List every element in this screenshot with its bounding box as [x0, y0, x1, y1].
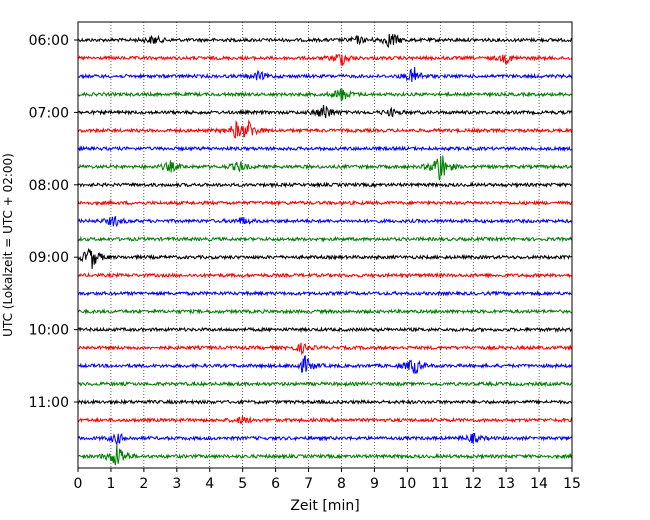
grid-lines [110, 22, 540, 468]
y-tick-label: 09:00 [29, 250, 69, 266]
trace-1100 [77, 398, 573, 406]
x-tick-label: 15 [563, 476, 581, 492]
seismic-traces [77, 33, 573, 466]
plot-frame [77, 21, 573, 469]
trace-0830 [77, 216, 573, 228]
y-tick-label: 10:00 [29, 323, 69, 339]
trace-0800 [77, 181, 573, 189]
trace-1145 [77, 443, 573, 466]
trace-0900 [77, 247, 573, 270]
y-tick-label: 08:00 [29, 178, 69, 194]
x-tick-label: 0 [74, 476, 83, 492]
x-tick-label: 4 [205, 476, 214, 492]
y-tick-label: 11:00 [29, 395, 69, 411]
trace-0600 [77, 33, 573, 48]
trace-0645 [77, 88, 573, 102]
x-tick-label: 6 [271, 476, 280, 492]
x-tick-label: 13 [497, 476, 515, 492]
trace-0945 [78, 307, 573, 315]
y-axis-label: UTC (Lokalzeit = UTC + 02:00) [1, 153, 15, 337]
trace-1130 [77, 432, 573, 447]
x-tick-label: 2 [139, 476, 148, 492]
x-tick-label: 14 [530, 476, 548, 492]
trace-0845 [77, 235, 573, 243]
x-tick-label: 9 [370, 476, 379, 492]
x-axis-ticks: 0 1 2 3 4 5 6 7 8 9 10 11 12 13 14 15 [74, 468, 581, 492]
x-axis-label: Zeit [min] [290, 498, 359, 514]
trace-1045 [77, 380, 573, 388]
x-tick-label: 11 [431, 476, 449, 492]
trace-0745 [77, 155, 573, 181]
x-tick-label: 3 [172, 476, 181, 492]
x-tick-label: 1 [106, 476, 115, 492]
y-tick-label: 06:00 [29, 33, 69, 49]
x-tick-label: 10 [398, 476, 416, 492]
y-tick-label: 07:00 [29, 105, 69, 121]
trace-0730 [77, 145, 573, 153]
trace-0930 [77, 289, 573, 297]
x-tick-label: 7 [304, 476, 313, 492]
trace-0630 [77, 66, 573, 82]
trace-0700 [77, 104, 573, 119]
x-tick-label: 8 [337, 476, 346, 492]
trace-1015 [77, 342, 573, 356]
trace-0615 [77, 53, 573, 67]
trace-1115 [77, 415, 573, 425]
trace-0915 [77, 271, 573, 279]
x-tick-label: 5 [238, 476, 247, 492]
trace-0715 [77, 119, 573, 139]
x-tick-label: 12 [464, 476, 482, 492]
y-axis-ticks: 06:00 07:00 08:00 09:00 10:00 11:00 [29, 33, 78, 411]
trace-1030 [77, 355, 573, 375]
trace-0815 [77, 199, 573, 207]
trace-1000 [77, 326, 573, 334]
